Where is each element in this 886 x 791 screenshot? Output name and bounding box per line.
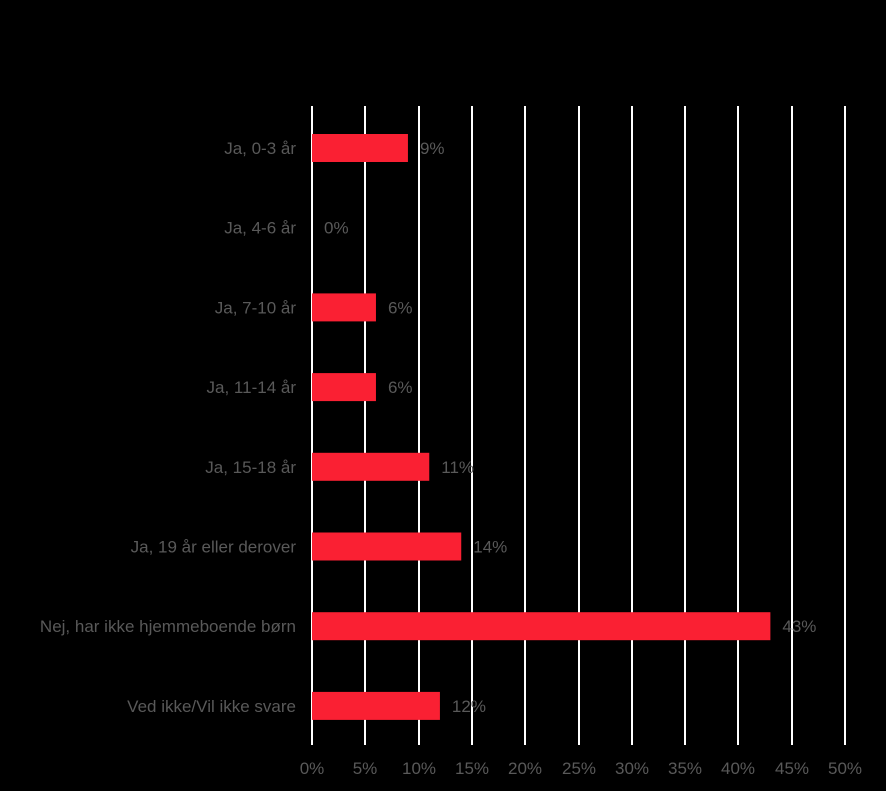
category-label: Nej, har ikke hjemmeboende børn: [40, 617, 296, 636]
data-label: 9%: [420, 139, 445, 158]
gridlines: [311, 106, 846, 745]
category-label: Ja, 19 år eller derover: [131, 538, 297, 557]
bars: [312, 134, 771, 720]
x-tick-label: 35%: [668, 759, 702, 778]
x-tick-label: 45%: [775, 759, 809, 778]
bar: [312, 691, 440, 720]
bar: [312, 532, 462, 561]
bar: [312, 612, 771, 641]
x-tick-label: 40%: [721, 759, 755, 778]
bar: [312, 134, 408, 162]
x-tick-label: 25%: [562, 759, 596, 778]
data-label: 43%: [782, 617, 816, 636]
data-label: 0%: [324, 219, 349, 238]
bar: [312, 293, 376, 322]
category-label: Ja, 15-18 år: [205, 458, 296, 477]
data-label: 12%: [452, 697, 486, 716]
x-tick-label: 10%: [402, 759, 436, 778]
x-tick-label: 0%: [300, 759, 325, 778]
category-label: Ja, 7-10 år: [215, 298, 297, 317]
x-tick-label: 30%: [615, 759, 649, 778]
bar: [312, 373, 376, 402]
category-label: Ja, 11-14 år: [207, 378, 297, 397]
data-label: 6%: [388, 298, 413, 317]
data-label: 11%: [441, 458, 474, 477]
x-tick-label: 15%: [455, 759, 489, 778]
value-labels: 9% 0% 6% 6% 11% 14% 43% 12%: [324, 139, 816, 716]
category-labels: Ja, 0-3 år Ja, 4-6 år Ja, 7-10 år Ja, 11-14…: [40, 139, 296, 716]
data-label: 6%: [388, 378, 413, 397]
x-tick-label: 50%: [828, 759, 862, 778]
category-label: Ja, 0-3 år: [224, 139, 296, 158]
bar: [312, 452, 430, 481]
category-label: Ved ikke/Vil ikke svare: [127, 697, 296, 716]
category-label: Ja, 4-6 år: [224, 219, 296, 238]
x-tick-label: 20%: [508, 759, 542, 778]
x-tick-label: 5%: [353, 759, 378, 778]
data-label: 14%: [473, 538, 507, 557]
x-axis-tick-labels: 0% 5% 10% 15% 20% 25% 30% 35% 40% 45% 50%: [300, 759, 862, 778]
